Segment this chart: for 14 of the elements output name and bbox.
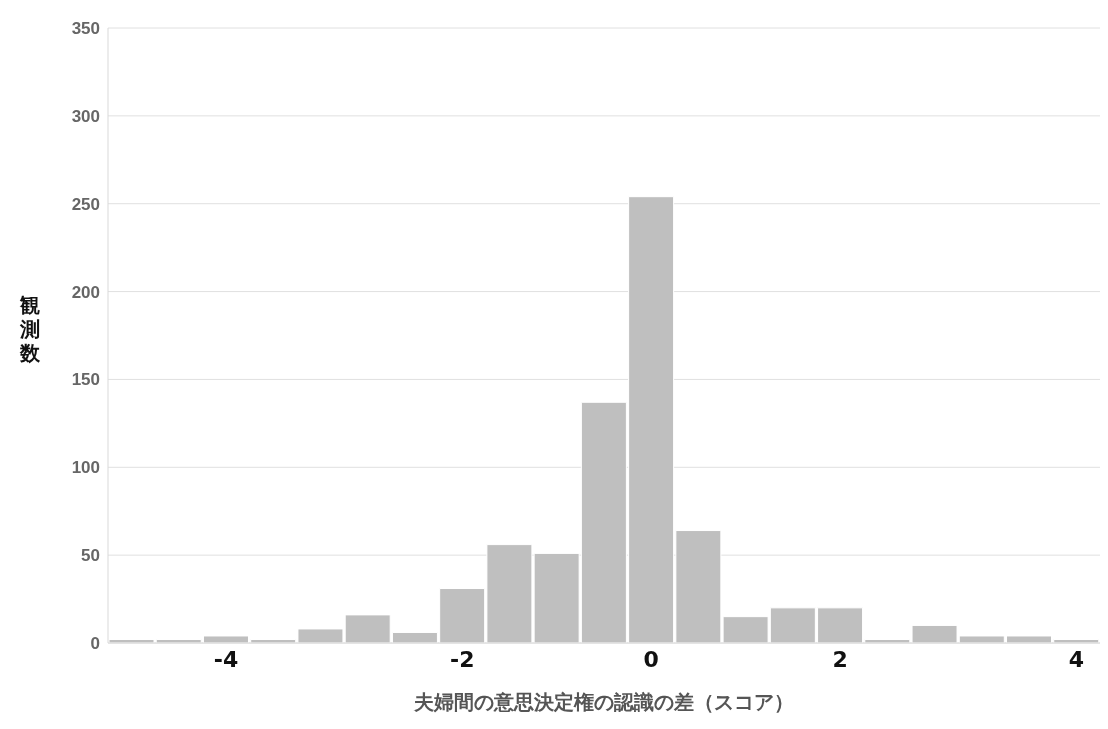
y-tick-label: 250 — [71, 194, 100, 214]
x-tick-label: 2 — [832, 646, 848, 672]
x-tick-label: -2 — [450, 646, 475, 672]
y-tick-label: 100 — [71, 458, 100, 478]
y-tick-label: 150 — [71, 370, 100, 390]
x-axis-title: 夫婦間の意思決定権の認識の差（スコア） — [413, 690, 794, 714]
y-tick-label: 50 — [81, 546, 100, 566]
x-tick-label: 4 — [1068, 646, 1085, 672]
y-axis-title: 観測数 — [19, 292, 41, 365]
x-tick-label: -4 — [213, 646, 239, 672]
y-tick-label: 300 — [71, 106, 100, 126]
y-tick-label: 350 — [71, 19, 100, 39]
y-tick-label: 200 — [71, 282, 100, 302]
x-tick-label: 0 — [643, 646, 659, 672]
